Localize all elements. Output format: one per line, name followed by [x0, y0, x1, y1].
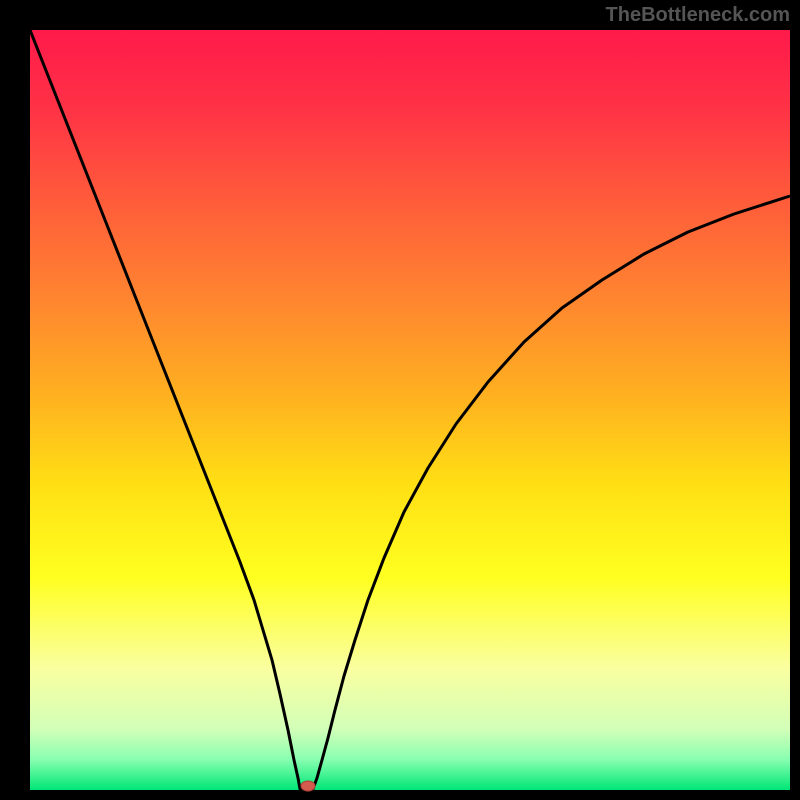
chart-frame: TheBottleneck.com [0, 0, 800, 800]
watermark-text: TheBottleneck.com [606, 4, 790, 27]
plot-background [30, 30, 790, 790]
bottleneck-chart [0, 0, 800, 800]
optimal-point-marker [301, 781, 315, 791]
